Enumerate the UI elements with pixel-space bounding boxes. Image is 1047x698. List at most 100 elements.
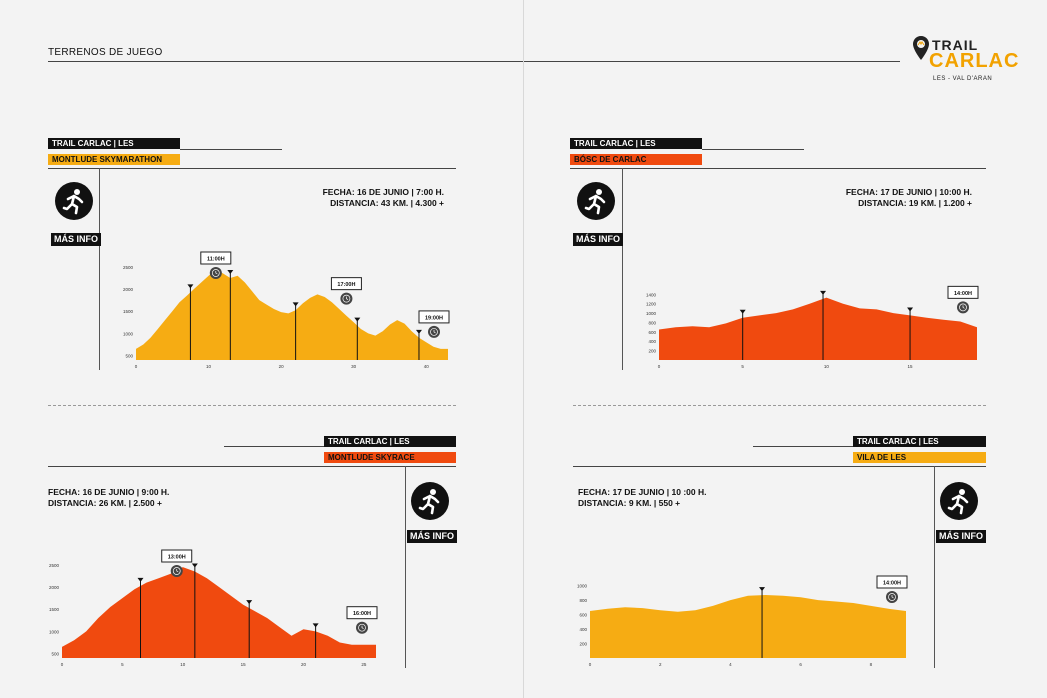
- elevation-chart: 1000 800 600 400 200 0 2 4 6 8 14:00H: [568, 574, 912, 670]
- dashed-separator: [573, 405, 986, 406]
- y-tick-label: 800: [648, 320, 656, 325]
- clock-face: [358, 623, 366, 632]
- mas-info-button[interactable]: MÁS INFO: [573, 233, 623, 246]
- clock-face: [959, 303, 967, 312]
- logo-text-carlac: CARLAC: [929, 50, 1020, 72]
- dashed-separator: [48, 405, 456, 406]
- cutoff-label: 11:00H: [200, 251, 232, 279]
- clock-hands: [346, 296, 349, 300]
- runner-icon[interactable]: [411, 482, 449, 520]
- race-rule: [48, 466, 456, 467]
- x-tick-label: 40: [424, 364, 430, 369]
- x-tick-label: 8: [870, 662, 873, 667]
- y-tick-label: 400: [579, 627, 587, 632]
- cutoff-label: 17:00H: [330, 277, 362, 305]
- cutoff-time: 17:00H: [337, 282, 355, 288]
- x-tick-label: 10: [180, 662, 186, 667]
- checkpoint-marker: [354, 317, 361, 322]
- race-org-tag: TRAIL CARLAC | LES: [853, 436, 986, 447]
- clock-face: [172, 567, 181, 575]
- elevation-chart: 1400 1200 1000 800 600 400 200 0 5 10 15 14:00H: [637, 284, 983, 372]
- race-name-tag: MONTLUDE SKYMARATHON: [48, 154, 180, 165]
- y-tick-label: 500: [51, 652, 59, 657]
- checkpoint-marker: [187, 284, 194, 289]
- clock-face: [342, 294, 351, 303]
- cutoff-label: 14:00H: [876, 575, 908, 603]
- x-tick-label: 15: [908, 364, 914, 369]
- y-tick-label: 1000: [577, 584, 588, 589]
- checkpoint-marker: [292, 302, 299, 307]
- elevation-area: [659, 297, 977, 360]
- x-tick-label: 10: [206, 364, 212, 369]
- runner-icon[interactable]: [577, 182, 615, 220]
- elevation-area: [62, 567, 376, 658]
- runner-icon[interactable]: [940, 482, 978, 520]
- x-tick-label: 20: [301, 662, 307, 667]
- tag-rule: [224, 446, 324, 447]
- race-org-tag: TRAIL CARLAC | LES: [570, 138, 702, 149]
- mas-info-button[interactable]: MÁS INFO: [936, 530, 986, 543]
- checkpoint-marker: [191, 563, 198, 568]
- race-rule: [570, 168, 986, 169]
- race-rule: [573, 466, 986, 467]
- clock-hands: [891, 595, 894, 599]
- race-org-tag: TRAIL CARLAC | LES: [324, 436, 456, 447]
- cutoff-time: 11:00H: [207, 257, 225, 263]
- y-tick-label: 500: [125, 354, 133, 359]
- y-tick-label: 1500: [49, 607, 60, 612]
- mas-info-button[interactable]: MÁS INFO: [407, 530, 457, 543]
- runner-icon[interactable]: [55, 182, 93, 220]
- race-vline: [405, 466, 406, 668]
- x-tick-label: 0: [589, 662, 592, 667]
- trail-carlac-logo[interactable]: TRAIL CARLAC LES - VAL D'ARAN: [905, 32, 1018, 94]
- y-tick-label: 1000: [123, 331, 134, 336]
- mas-info-button[interactable]: MÁS INFO: [51, 233, 101, 246]
- section-title: TERRENOS DE JUEGO: [48, 47, 163, 58]
- x-tick-label: 2: [659, 662, 662, 667]
- checkpoint-marker: [415, 329, 422, 334]
- race-vline: [622, 168, 623, 370]
- clock-hands: [176, 569, 179, 573]
- race-name-tag: VILA DE LES: [853, 452, 986, 463]
- cutoff-time: 14:00H: [883, 581, 901, 587]
- page-gutter: [523, 0, 524, 698]
- y-tick-label: 1200: [646, 302, 657, 307]
- checkpoint-marker: [246, 600, 253, 605]
- clock-hands: [962, 305, 965, 309]
- y-tick-label: 600: [648, 330, 656, 335]
- y-tick-label: 800: [579, 598, 587, 603]
- x-tick-label: 5: [121, 662, 124, 667]
- clock-hands: [361, 625, 364, 629]
- checkpoint-marker: [137, 577, 144, 582]
- cutoff-label: 13:00H: [161, 549, 193, 577]
- clock-face: [430, 328, 438, 336]
- y-tick-label: 2000: [49, 585, 60, 590]
- cutoff-label: 16:00H: [346, 606, 378, 634]
- x-tick-label: 25: [361, 662, 367, 667]
- cutoff-box: [346, 606, 378, 620]
- y-tick-label: 200: [579, 642, 587, 647]
- y-tick-label: 400: [648, 339, 656, 344]
- tag-rule: [180, 149, 282, 150]
- race-date: FECHA: 16 DE JUNIO | 9:00 H.: [48, 487, 170, 497]
- x-tick-label: 10: [824, 364, 830, 369]
- race-name-tag: BÓSC DE CARLAC: [570, 154, 702, 165]
- checkpoint-marker: [227, 269, 234, 274]
- race-distance: DISTANCIA: 9 KM. | 550 +: [578, 498, 681, 508]
- cutoff-time: 19:00H: [425, 315, 443, 321]
- y-tick-label: 1000: [49, 629, 60, 634]
- race-distance: DISTANCIA: 19 KM. | 1.200 +: [858, 198, 972, 208]
- cutoff-box: [947, 285, 979, 299]
- x-tick-label: 30: [351, 364, 357, 369]
- logo-text-location: LES - VAL D'ARAN: [933, 76, 993, 82]
- x-tick-label: 0: [658, 364, 661, 369]
- clock-hands: [433, 329, 436, 334]
- checkpoint-marker: [312, 623, 319, 628]
- checkpoint-marker: [907, 307, 914, 312]
- cutoff-time: 14:00H: [954, 291, 972, 297]
- y-tick-label: 1000: [646, 311, 657, 316]
- y-tick-label: 200: [648, 349, 656, 354]
- elevation-area: [590, 595, 906, 658]
- tag-rule: [753, 446, 853, 447]
